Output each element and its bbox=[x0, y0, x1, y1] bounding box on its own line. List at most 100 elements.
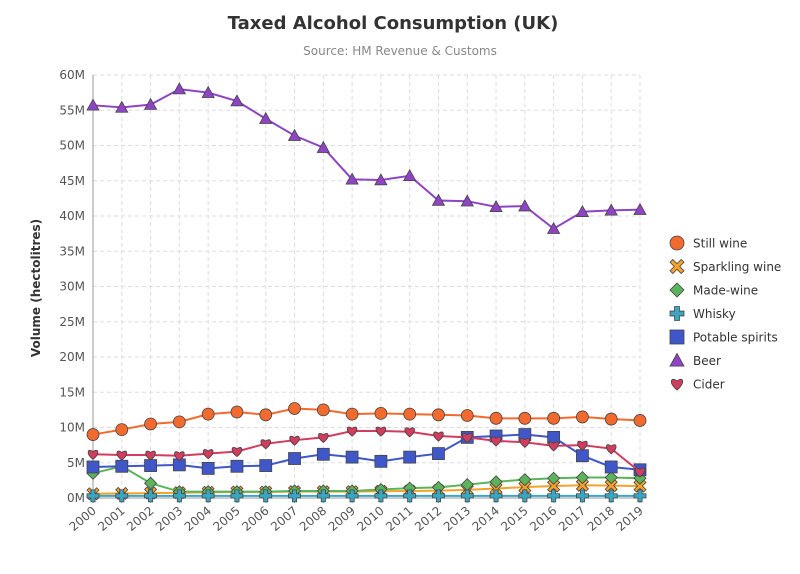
data-point-whisky bbox=[201, 489, 215, 503]
legend-item-beer[interactable]: Beer bbox=[669, 352, 721, 369]
series-still-wine bbox=[86, 402, 647, 441]
data-point-cider bbox=[433, 431, 444, 442]
data-point-cider bbox=[404, 427, 415, 438]
data-point-beer bbox=[172, 82, 187, 95]
x-tick-label: 2012 bbox=[412, 504, 444, 534]
y-tick-label: 10M bbox=[59, 421, 85, 435]
data-point-whisky bbox=[403, 489, 417, 503]
x-tick-label: 2004 bbox=[182, 504, 214, 534]
data-point-beer bbox=[143, 97, 158, 110]
chart-title: Taxed Alcohol Consumption (UK) bbox=[228, 13, 559, 34]
data-point-potable-spirits bbox=[345, 450, 359, 464]
data-point-cider bbox=[231, 447, 243, 458]
y-tick-label: 25M bbox=[59, 315, 85, 329]
data-point-whisky bbox=[518, 489, 532, 503]
data-point-still-wine bbox=[518, 411, 532, 425]
x-tick-label: 2007 bbox=[268, 504, 300, 534]
x-tick-label: 2008 bbox=[297, 504, 329, 534]
x-tick-label: 2003 bbox=[153, 504, 185, 534]
legend-label-made-wine: Made-wine bbox=[693, 284, 758, 298]
legend-label-still-wine: Still wine bbox=[693, 237, 747, 251]
chart-subtitle: Source: HM Revenue & Customs bbox=[303, 44, 497, 58]
legend-item-cider[interactable]: Cider bbox=[670, 378, 725, 392]
legend: Still wine Sparkling wine Made-wine Whisky P… bbox=[669, 235, 781, 392]
data-point-cider bbox=[145, 450, 156, 461]
data-point-potable-spirits bbox=[432, 447, 445, 460]
data-point-whisky bbox=[460, 489, 474, 503]
legend-marker-beer bbox=[669, 352, 685, 367]
data-point-whisky bbox=[288, 489, 301, 503]
data-point-whisky bbox=[489, 489, 503, 503]
data-point-still-wine bbox=[432, 408, 445, 422]
data-point-still-wine bbox=[115, 423, 129, 437]
data-point-cider bbox=[174, 451, 185, 462]
legend-item-still-wine[interactable]: Still wine bbox=[669, 235, 747, 251]
data-point-made-wine bbox=[604, 470, 618, 485]
x-tick-label: 2016 bbox=[527, 504, 559, 534]
data-point-made-wine bbox=[575, 470, 589, 485]
x-tick-label: 2002 bbox=[124, 504, 156, 534]
data-point-whisky bbox=[115, 489, 129, 503]
data-point-potable-spirits bbox=[86, 460, 100, 474]
data-point-sparkling-wine bbox=[518, 480, 532, 494]
data-point-whisky bbox=[374, 489, 388, 503]
data-point-beer bbox=[115, 100, 129, 113]
x-tick-label: 2001 bbox=[95, 504, 127, 534]
data-point-whisky bbox=[172, 489, 186, 503]
data-point-whisky bbox=[432, 489, 445, 503]
data-point-still-wine bbox=[403, 407, 417, 421]
y-tick-label: 60M bbox=[59, 68, 85, 82]
data-point-still-wine bbox=[374, 406, 388, 420]
data-point-beer bbox=[345, 172, 359, 185]
data-point-potable-spirits bbox=[604, 460, 618, 474]
y-tick-label: 50M bbox=[59, 139, 85, 153]
data-point-cider bbox=[289, 435, 300, 446]
x-tick-label: 2013 bbox=[441, 504, 473, 534]
data-point-sparkling-wine bbox=[633, 479, 647, 493]
x-tick-label: 2006 bbox=[239, 504, 271, 534]
data-point-potable-spirits bbox=[230, 459, 244, 473]
data-point-beer bbox=[518, 199, 532, 212]
data-point-beer bbox=[633, 202, 647, 215]
data-point-cider bbox=[519, 437, 531, 448]
legend-item-potable-spirits[interactable]: Potable spirits bbox=[669, 329, 778, 345]
data-point-still-wine bbox=[316, 403, 330, 417]
data-point-cider bbox=[260, 439, 271, 450]
y-tick-label: 35M bbox=[59, 244, 85, 258]
data-point-still-wine bbox=[576, 410, 589, 424]
y-tick-label: 55M bbox=[59, 103, 85, 117]
data-point-made-wine bbox=[547, 471, 561, 485]
y-axis-label: Volume (hectolitres) bbox=[29, 219, 43, 357]
data-point-cider bbox=[605, 444, 617, 455]
data-point-potable-spirits bbox=[288, 452, 301, 465]
data-point-beer bbox=[489, 200, 503, 213]
x-tick-label: 2019 bbox=[614, 504, 646, 534]
data-point-whisky bbox=[633, 489, 647, 503]
legend-marker-made-wine bbox=[669, 282, 685, 298]
series-beer bbox=[86, 82, 647, 234]
legend-marker-sparkling-wine bbox=[669, 258, 685, 275]
data-point-potable-spirits bbox=[576, 449, 589, 463]
legend-item-whisky[interactable]: Whisky bbox=[669, 306, 736, 322]
data-point-beer bbox=[86, 98, 100, 111]
data-point-still-wine bbox=[201, 407, 215, 421]
data-point-beer bbox=[201, 85, 215, 98]
x-tick-label: 2015 bbox=[498, 504, 530, 534]
data-point-still-wine bbox=[460, 409, 474, 422]
x-tick-label: 2009 bbox=[326, 504, 358, 534]
legend-item-sparkling-wine[interactable]: Sparkling wine bbox=[669, 258, 781, 275]
data-point-still-wine bbox=[259, 408, 273, 422]
data-point-cider bbox=[634, 467, 646, 478]
data-point-made-wine bbox=[144, 476, 158, 490]
data-point-still-wine bbox=[489, 411, 503, 425]
data-point-cider bbox=[548, 441, 559, 452]
data-point-whisky bbox=[316, 489, 330, 503]
series-whisky bbox=[86, 489, 647, 503]
data-point-still-wine bbox=[230, 405, 244, 419]
data-point-potable-spirits bbox=[403, 450, 417, 464]
legend-item-made-wine[interactable]: Made-wine bbox=[669, 282, 758, 298]
legend-label-cider: Cider bbox=[693, 378, 725, 392]
legend-label-beer: Beer bbox=[693, 354, 721, 368]
